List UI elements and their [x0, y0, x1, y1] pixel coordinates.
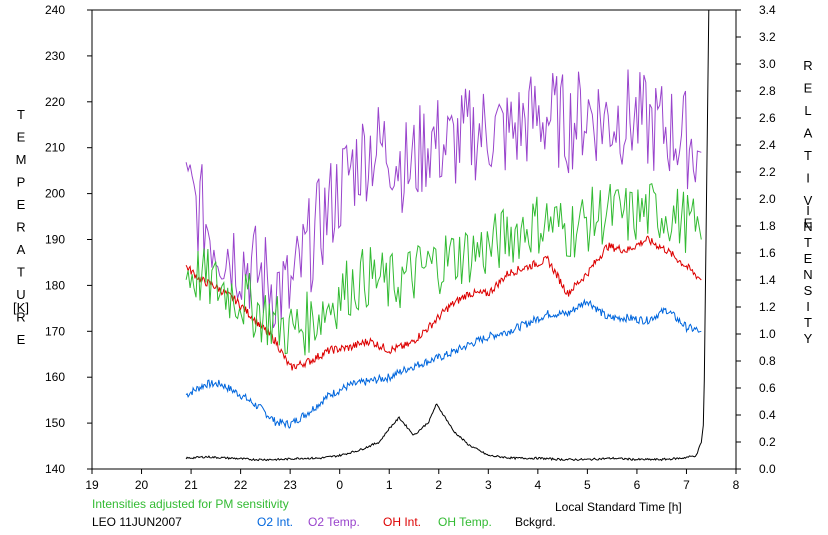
station-label: LEO 11JUN2007 [92, 515, 182, 529]
y-left-tick-label: 160 [45, 370, 65, 384]
y-left-tick-label: 140 [45, 462, 65, 476]
legend-entry: Bckgrd. [515, 515, 556, 529]
y-right-tick-label: 1.0 [759, 327, 776, 341]
y-right-tick-label: 0.0 [759, 462, 776, 476]
y-right-tick-label: 0.8 [759, 354, 776, 368]
x-tick-label: 20 [135, 478, 149, 492]
y-right-title-letter: N [803, 267, 812, 282]
y-right-tick-label: 1.6 [759, 246, 776, 260]
note-text: Intensities adjusted for PM sensitivity [92, 497, 289, 511]
y-right-title-letter: I [806, 299, 810, 314]
y-right-title-letter: E [804, 81, 813, 96]
y-left-tick-label: 180 [45, 278, 65, 292]
x-tick-label: 4 [535, 478, 542, 492]
y-left-tick-label: 220 [45, 95, 65, 109]
x-tick-label: 3 [485, 478, 492, 492]
series-line-o2-temp [185, 69, 702, 329]
y-right-title-letter: A [804, 126, 813, 141]
y-left-title-letter: R [16, 220, 25, 235]
y-right-title-letter: S [804, 283, 813, 298]
y-left-title-letter: E [17, 332, 26, 347]
x-tick-label: 23 [283, 478, 297, 492]
y-right-title-letter: T [804, 315, 812, 330]
y-right-tick-label: 0.6 [759, 381, 776, 395]
y-right-tick-label: 2.8 [759, 84, 776, 98]
y-right-title-letter: R [803, 58, 812, 73]
y-right-title-letter: N [803, 219, 812, 234]
legend-entry: OH Int. [383, 515, 421, 529]
y-left-title-letter: E [17, 130, 26, 145]
y-left-tick-label: 190 [45, 233, 65, 247]
y-left-tick-label: 230 [45, 49, 65, 63]
series-line-bckgrd [185, 9, 710, 462]
y-right-tick-label: 3.0 [759, 57, 776, 71]
x-tick-label: 1 [386, 478, 393, 492]
x-tick-label: 0 [336, 478, 343, 492]
y-right-tick-label: 3.4 [759, 3, 776, 17]
x-tick-label: 8 [733, 478, 740, 492]
y-right-tick-label: 3.2 [759, 30, 776, 44]
x-tick-label: 2 [435, 478, 442, 492]
y-left-title-letter: E [17, 197, 26, 212]
y-right-tick-label: 1.2 [759, 300, 776, 314]
y-left-title-letter: R [16, 310, 25, 325]
y-left-tick-label: 150 [45, 416, 65, 430]
y-right-title-letter: E [804, 251, 813, 266]
series-line-oh-temp [185, 182, 702, 356]
y-right-title-letter: I [806, 171, 810, 186]
y-left-tick-label: 210 [45, 141, 65, 155]
y-right-title-letter: L [804, 103, 811, 118]
y-right-tick-label: 0.4 [759, 408, 776, 422]
y-left-unit: [K] [13, 300, 29, 315]
y-right-tick-label: 1.8 [759, 219, 776, 233]
y-right-tick-label: 2.0 [759, 192, 776, 206]
x-tick-label: 19 [85, 478, 99, 492]
y-right-tick-label: 2.4 [759, 138, 776, 152]
legend-entry: O2 Int. [257, 515, 293, 529]
y-right-title-letter: V [804, 193, 813, 208]
x-tick-label: 6 [634, 478, 641, 492]
y-left-tick-label: 200 [45, 187, 65, 201]
x-tick-label: 5 [584, 478, 591, 492]
y-right-title-letter: E [804, 216, 813, 231]
series-line-o2-int [185, 298, 702, 429]
y-left-title-letter: T [17, 107, 25, 122]
y-left-tick-label: 240 [45, 3, 65, 17]
y-right-title-letter: I [806, 203, 810, 218]
y-right-title-letter: T [804, 235, 812, 250]
y-right-title-letter: Y [804, 331, 813, 346]
x-axis-title: Local Standard Time [h] [555, 500, 682, 514]
legend-entry: OH Temp. [438, 515, 492, 529]
y-right-tick-label: 2.6 [759, 111, 776, 125]
x-tick-label: 22 [234, 478, 248, 492]
y-right-tick-label: 2.2 [759, 165, 776, 179]
axes-layer [87, 9, 741, 474]
y-left-tick-label: 170 [45, 324, 65, 338]
x-tick-label: 7 [683, 478, 690, 492]
y-left-title-letter: P [17, 175, 26, 190]
series-layer [185, 9, 710, 462]
y-right-tick-label: 1.4 [759, 273, 776, 287]
y-right-tick-label: 0.2 [759, 435, 776, 449]
y-right-title-letter: T [804, 148, 812, 163]
labels-layer: 19 20 21 22 23 0 1 2 3 4 5 6 7 8140150160170180190200… [13, 3, 813, 529]
x-tick-label: 21 [184, 478, 198, 492]
y-left-title-letter: U [16, 287, 25, 302]
legend-entry: O2 Temp. [308, 515, 360, 529]
y-left-title-letter: A [17, 242, 26, 257]
y-left-title-letter: T [17, 265, 25, 280]
y-left-title-letter: M [16, 152, 27, 167]
